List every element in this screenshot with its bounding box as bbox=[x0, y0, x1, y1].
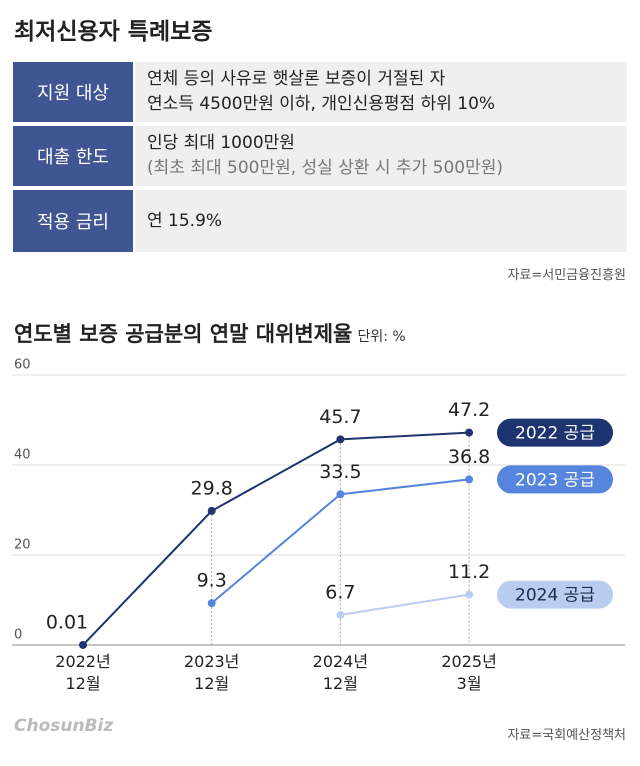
point bbox=[465, 428, 474, 437]
legend-pill bbox=[497, 580, 613, 609]
legend-label: 2024 공급 bbox=[515, 586, 595, 606]
x-tick-label: 2024년 12월 bbox=[312, 652, 369, 693]
y-tick-label: 60 bbox=[14, 358, 31, 373]
row-content: 연체 등의 사유로 햇살론 보증이 거절된 자 연소득 4500만원 이하, 개… bbox=[135, 62, 627, 122]
legend-pill bbox=[497, 465, 613, 494]
chart-title: 연도별 보증 공급분의 연말 대위변제율 bbox=[14, 322, 353, 346]
y-tick-label: 0 bbox=[14, 628, 22, 643]
x-tick-label: 2025년 3월 bbox=[441, 652, 497, 693]
row-label: 적용 금리 bbox=[13, 190, 133, 252]
y-tick-label: 20 bbox=[14, 538, 31, 553]
data-label: 47.2 bbox=[448, 399, 490, 421]
point bbox=[336, 490, 345, 499]
source: 자료=국회예산정책처 bbox=[507, 728, 626, 743]
data-label: 0.01 bbox=[46, 611, 88, 633]
x-tick-label: 2023년 12월 bbox=[183, 652, 240, 693]
row-line: 연 15.9% bbox=[147, 210, 223, 231]
logo: ChosunBiz bbox=[14, 716, 114, 736]
y-tick-label: 40 bbox=[14, 448, 31, 463]
source: 자료=서민금융진흥원 bbox=[507, 268, 626, 283]
point bbox=[336, 435, 345, 444]
legend-item: 2022 공급 bbox=[497, 418, 613, 447]
legend-item: 2023 공급 bbox=[497, 465, 613, 494]
unit: 단위: % bbox=[357, 329, 406, 345]
row-line: 연소득 4500만원 이하, 개인신용평점 하위 10% bbox=[147, 94, 496, 114]
row-content: 인당 최대 1000만원 (최초 최대 500만원, 성실 상환 시 추가 50… bbox=[135, 126, 627, 186]
page-title: 최저신용자 특례보증 bbox=[14, 19, 213, 45]
chart-heading: 연도별 보증 공급분의 연말 대위변제율 단위: % bbox=[14, 318, 406, 348]
data-label: 6.7 bbox=[325, 581, 355, 603]
line bbox=[82, 431, 470, 646]
data-label: 36.8 bbox=[448, 446, 490, 468]
data-label: 45.7 bbox=[319, 406, 361, 428]
data-label: 29.8 bbox=[191, 477, 233, 499]
point bbox=[336, 610, 345, 619]
point bbox=[79, 640, 87, 649]
data-label: 11.2 bbox=[448, 561, 490, 583]
data-label: 9.3 bbox=[197, 570, 227, 592]
point bbox=[465, 475, 474, 484]
legend-item: 2024 공급 bbox=[497, 580, 613, 609]
line bbox=[340, 593, 470, 616]
row-content: 연 15.9% bbox=[135, 190, 627, 252]
row-label: 지원 대상 bbox=[13, 62, 133, 122]
row-line: 연체 등의 사유로 햇살론 보증이 거절된 자 bbox=[147, 69, 446, 89]
row-label: 대출 한도 bbox=[13, 126, 133, 186]
legend-label: 2023 공급 bbox=[515, 470, 595, 490]
point bbox=[465, 590, 474, 599]
x-tick-label: 2022년 12월 bbox=[55, 652, 111, 693]
legend-label: 2022 공급 bbox=[515, 424, 595, 444]
legend-pill bbox=[497, 418, 613, 447]
row-line: (최초 최대 500만원, 성실 상환 시 추가 500만원) bbox=[147, 158, 503, 178]
row-line: 인당 최대 1000만원 bbox=[147, 133, 295, 153]
data-label: 33.5 bbox=[319, 461, 361, 483]
point bbox=[207, 506, 216, 515]
point bbox=[207, 599, 216, 608]
